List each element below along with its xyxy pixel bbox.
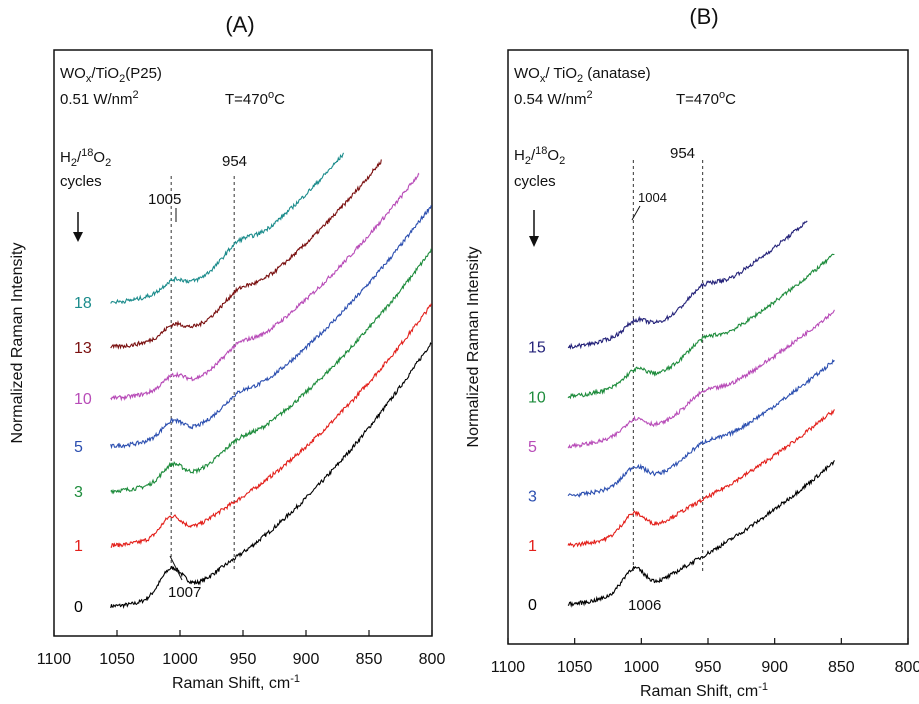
panel-a-spectrum-1 bbox=[110, 303, 432, 548]
panel-a-spectrum-0 bbox=[110, 341, 432, 609]
panel-b-spectrum-3 bbox=[567, 358, 835, 498]
panel-a-xtick-label: 1000 bbox=[162, 651, 198, 668]
panel-a-xlabel: Raman Shift, cm-1 bbox=[172, 673, 300, 692]
panel-b-spectrum-0 bbox=[567, 460, 835, 608]
panel-a-catalyst: WOx/TiO2(P25) bbox=[60, 65, 162, 85]
panel-b-series bbox=[567, 220, 835, 608]
panel-a-down-arrow-icon bbox=[73, 232, 83, 242]
panel-b-xlabel: Raman Shift, cm-1 bbox=[640, 681, 768, 700]
panel-a-spectrum-18 bbox=[110, 152, 345, 305]
panel-b-gas: H2/18O2 bbox=[514, 145, 565, 167]
panel-a-cycle-label-3: 3 bbox=[74, 484, 83, 501]
panel-b-frame bbox=[507, 49, 909, 645]
panel-a-xtick-label: 800 bbox=[419, 651, 446, 668]
panel-b-catalyst: WOx/ TiO2 (anatase) bbox=[514, 65, 651, 85]
panel-a-peak-label-1005: 1005 bbox=[148, 191, 181, 208]
panel-b-xtick-label: 800 bbox=[895, 659, 919, 676]
panel-b-peak-leader-1004 bbox=[631, 205, 641, 221]
panel-b-spectrum-10 bbox=[567, 253, 835, 400]
panel-b-ylabel: Normalized Raman Intensity bbox=[465, 247, 482, 448]
panel-b-spectrum-1 bbox=[567, 409, 835, 548]
panel-a-spectrum-10 bbox=[110, 172, 420, 402]
panel-b-cycle-label-10: 10 bbox=[528, 389, 546, 406]
panel-b-peak-label-1006: 1006 bbox=[628, 597, 661, 614]
panel-a-xtick-label: 950 bbox=[230, 651, 257, 668]
panel-b-xtick-label: 900 bbox=[761, 659, 788, 676]
panel-b-title: (B) bbox=[689, 4, 718, 29]
panel-a-xtick-label: 1100 bbox=[37, 651, 72, 668]
panel-b-spectrum-15 bbox=[567, 220, 808, 350]
panel-a-cycle-label-0: 0 bbox=[74, 599, 83, 616]
panel-a: (A) WOx/TiO2(P25) 0.51 W/nm2 T=470oC H2/… bbox=[9, 12, 445, 692]
panel-a-gas: H2/18O2 bbox=[60, 147, 111, 169]
panel-b: (B) WOx/ TiO2 (anatase) 0.54 W/nm2 T=470… bbox=[465, 4, 919, 700]
panel-b-temperature: T=470oC bbox=[676, 89, 736, 108]
panel-b-cycles-label: cycles bbox=[514, 173, 556, 190]
panel-b-peak-label-954: 954 bbox=[670, 145, 695, 162]
panel-a-frame bbox=[53, 49, 433, 637]
panel-a-spectrum-13 bbox=[110, 159, 382, 350]
panel-a-ticks: 1100 1050 1000 950 900 850 800 bbox=[37, 630, 446, 668]
panel-a-xtick-label: 1050 bbox=[99, 651, 135, 668]
panel-b-cycle-label-1: 1 bbox=[528, 538, 537, 555]
panel-a-peak-label-954: 954 bbox=[222, 153, 247, 170]
panel-a-cycle-label-10: 10 bbox=[74, 391, 92, 408]
panel-a-title: (A) bbox=[225, 12, 254, 37]
panel-a-peak-label-1007: 1007 bbox=[168, 584, 201, 601]
panel-b-down-arrow-icon bbox=[529, 236, 539, 247]
panel-b-spectrum-5 bbox=[567, 309, 835, 449]
panel-a-cycle-label-18: 18 bbox=[74, 295, 92, 312]
panel-b-cycle-labels: 0 1 3 5 10 15 bbox=[528, 340, 546, 614]
panel-a-series bbox=[110, 152, 432, 609]
panel-a-cycles-label: cycles bbox=[60, 173, 102, 190]
panel-b-xtick-label: 950 bbox=[695, 659, 722, 676]
panel-a-dashed-lines bbox=[170, 176, 235, 570]
panel-b-cycle-label-0: 0 bbox=[528, 597, 537, 614]
panel-b-peak-label-1004: 1004 bbox=[638, 190, 667, 205]
panel-a-power: 0.51 W/nm2 bbox=[60, 89, 139, 108]
panel-b-cycle-label-15: 15 bbox=[528, 340, 546, 357]
panel-b-cycle-label-5: 5 bbox=[528, 439, 537, 456]
panel-a-xtick-label: 850 bbox=[356, 651, 383, 668]
panel-b-dashed-lines bbox=[632, 160, 704, 574]
panel-b-xtick-label: 1000 bbox=[624, 659, 660, 676]
panel-b-xtick-label: 1050 bbox=[557, 659, 593, 676]
panel-a-xtick-label: 900 bbox=[293, 651, 320, 668]
panel-a-temperature: T=470oC bbox=[225, 89, 285, 108]
panel-a-peak-leader-1007 bbox=[169, 555, 183, 581]
panel-a-cycle-label-13: 13 bbox=[74, 340, 92, 357]
panel-b-xtick-label: 850 bbox=[828, 659, 855, 676]
panel-a-spectrum-3 bbox=[110, 248, 432, 495]
panel-b-power: 0.54 W/nm2 bbox=[514, 89, 593, 108]
panel-b-cycle-label-3: 3 bbox=[528, 489, 537, 506]
panel-a-cycle-label-5: 5 bbox=[74, 439, 83, 456]
panel-a-cycle-label-1: 1 bbox=[74, 538, 83, 555]
panel-b-ticks: 1100 1050 1000 950 900 850 800 bbox=[491, 638, 919, 676]
panel-a-ylabel: Normalized Raman Intensity bbox=[9, 243, 26, 444]
panel-a-spectrum-5 bbox=[110, 205, 432, 450]
panel-b-xtick-label: 1100 bbox=[491, 659, 526, 676]
